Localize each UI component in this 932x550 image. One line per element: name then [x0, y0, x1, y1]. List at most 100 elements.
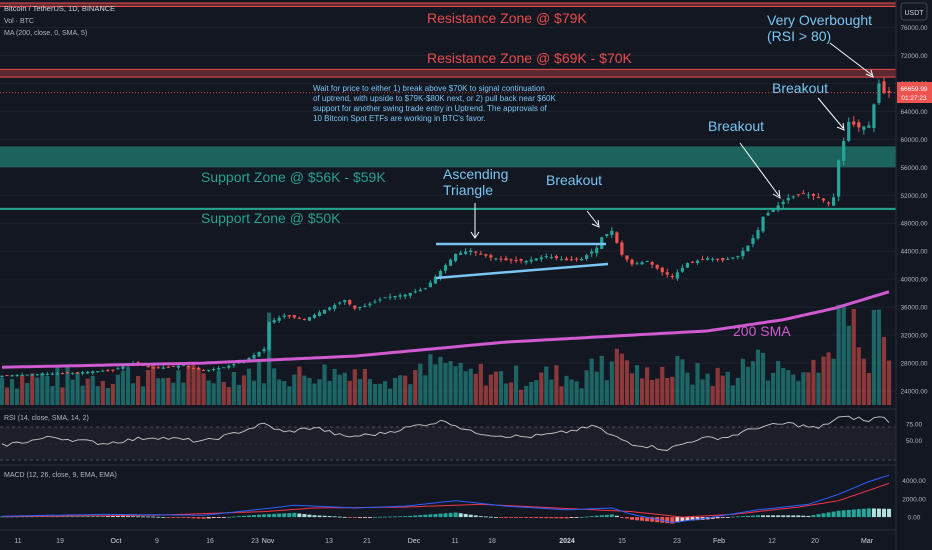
time-tick-label: 18	[488, 538, 496, 545]
volume-bar	[45, 375, 50, 405]
volume-bar	[665, 377, 670, 405]
price-tick-label: 24000.00	[900, 389, 927, 396]
candle-body	[307, 317, 312, 321]
support-56k-label: Support Zone @ $56K - $59K	[201, 169, 386, 185]
candle-body	[448, 259, 453, 266]
candle-body	[443, 265, 448, 271]
candle-body	[353, 305, 357, 309]
last-price-badge	[897, 82, 932, 103]
candle-body	[862, 126, 866, 130]
candle-body	[186, 366, 191, 368]
candle-body	[0, 375, 4, 378]
candle-body	[766, 213, 770, 216]
currency-badge[interactable]	[900, 2, 928, 21]
macd-histogram-bar	[539, 517, 544, 519]
macd-histogram-bar	[604, 514, 609, 518]
volume-bar	[342, 372, 347, 405]
macd-histogram-bar	[277, 513, 282, 518]
volume-bar	[256, 360, 262, 405]
candle-body	[86, 371, 90, 374]
candle-body	[852, 121, 856, 125]
volume-bar	[181, 382, 186, 405]
candle-body	[499, 258, 503, 260]
note-text: Wait for price to either 1) break above …	[313, 84, 556, 123]
candle-body	[509, 259, 513, 261]
triangle-support-line[interactable]	[435, 262, 609, 280]
candle-body	[30, 374, 34, 376]
price-tick-label: 36000.00	[900, 305, 927, 312]
volume-bar	[115, 374, 121, 405]
candle-body	[393, 295, 397, 298]
volume-bar	[352, 369, 357, 405]
macd-histogram-bar	[131, 516, 136, 518]
volume-bar	[539, 372, 544, 405]
volume-bar	[826, 352, 831, 405]
time-tick-label: Nov	[262, 538, 275, 545]
triangle-drawing[interactable]	[435, 242, 609, 280]
macd-histogram-bar	[302, 514, 307, 518]
candle-body	[539, 257, 543, 260]
macd-histogram-bar	[438, 513, 443, 518]
volume-bar	[287, 386, 292, 405]
candle-body	[504, 258, 508, 261]
volume-bar	[347, 380, 352, 405]
volume-bar	[35, 377, 40, 405]
candle-body	[10, 375, 14, 377]
price-axis-labels: 76000.0072000.0068000.0064000.0060000.00…	[900, 25, 927, 522]
macd-histogram-bar	[186, 517, 191, 519]
macd-histogram-bar	[786, 515, 791, 518]
candle-body	[519, 259, 523, 261]
volume-bar	[171, 382, 176, 405]
volume-bar	[191, 363, 196, 405]
candle-body	[816, 197, 821, 199]
volume-bar	[589, 358, 594, 405]
macd-histogram-bar	[216, 517, 221, 518]
volume-bar	[750, 361, 756, 405]
volume-bar	[307, 377, 312, 405]
candle-body	[15, 375, 19, 377]
macd-histogram-bar	[201, 517, 206, 519]
macd-histogram-bar	[357, 517, 362, 518]
volume-bar	[816, 372, 821, 405]
candle-body	[544, 256, 548, 258]
volume-bar	[277, 379, 282, 405]
macd-histogram-bar	[322, 515, 327, 518]
macd-histogram-bar	[378, 516, 382, 518]
candle-body	[60, 373, 65, 375]
volume-bar	[75, 372, 80, 405]
volume-bar	[604, 380, 609, 405]
volume-bar	[156, 378, 161, 405]
macd-histogram-bar	[876, 508, 881, 518]
candle-body	[690, 261, 695, 263]
candle-body	[655, 264, 659, 269]
candle-body	[267, 322, 271, 350]
macd-histogram-bar	[327, 516, 332, 518]
volume-bar	[60, 387, 65, 405]
price-tick-label: 48000.00	[900, 221, 927, 228]
volume-bar	[796, 380, 801, 405]
volume-bar	[569, 379, 574, 405]
volume-bar	[473, 373, 478, 405]
candle-body	[590, 251, 594, 254]
candle-body	[479, 253, 483, 255]
macd-histogram-bar	[745, 515, 750, 518]
volume-bar	[120, 371, 126, 405]
candle-body	[322, 309, 327, 314]
volume-bar	[700, 379, 705, 405]
macd-histogram-bar	[488, 516, 493, 518]
rsi-tick-label: 50.00	[906, 438, 923, 445]
volume-bar	[403, 375, 408, 405]
macd-histogram-bar	[166, 517, 171, 518]
volume-bar	[100, 381, 105, 405]
resistance-zone	[0, 69, 896, 78]
macd-histogram-bar	[599, 515, 604, 518]
support-zone	[0, 146, 896, 168]
macd-histogram-bar	[831, 511, 836, 518]
volume-bar	[690, 384, 695, 405]
time-tick-label: 19	[56, 538, 64, 545]
volume-bar	[377, 383, 383, 405]
breakout1-arrow	[586, 210, 599, 226]
volume-bar	[206, 380, 211, 405]
overbought-arrow	[829, 42, 873, 76]
time-axis-labels: 11 19 Oct 9 16 23 Nov 13 21 Dec 11 18 2024 15 23 Feb 12 2…	[14, 538, 873, 545]
